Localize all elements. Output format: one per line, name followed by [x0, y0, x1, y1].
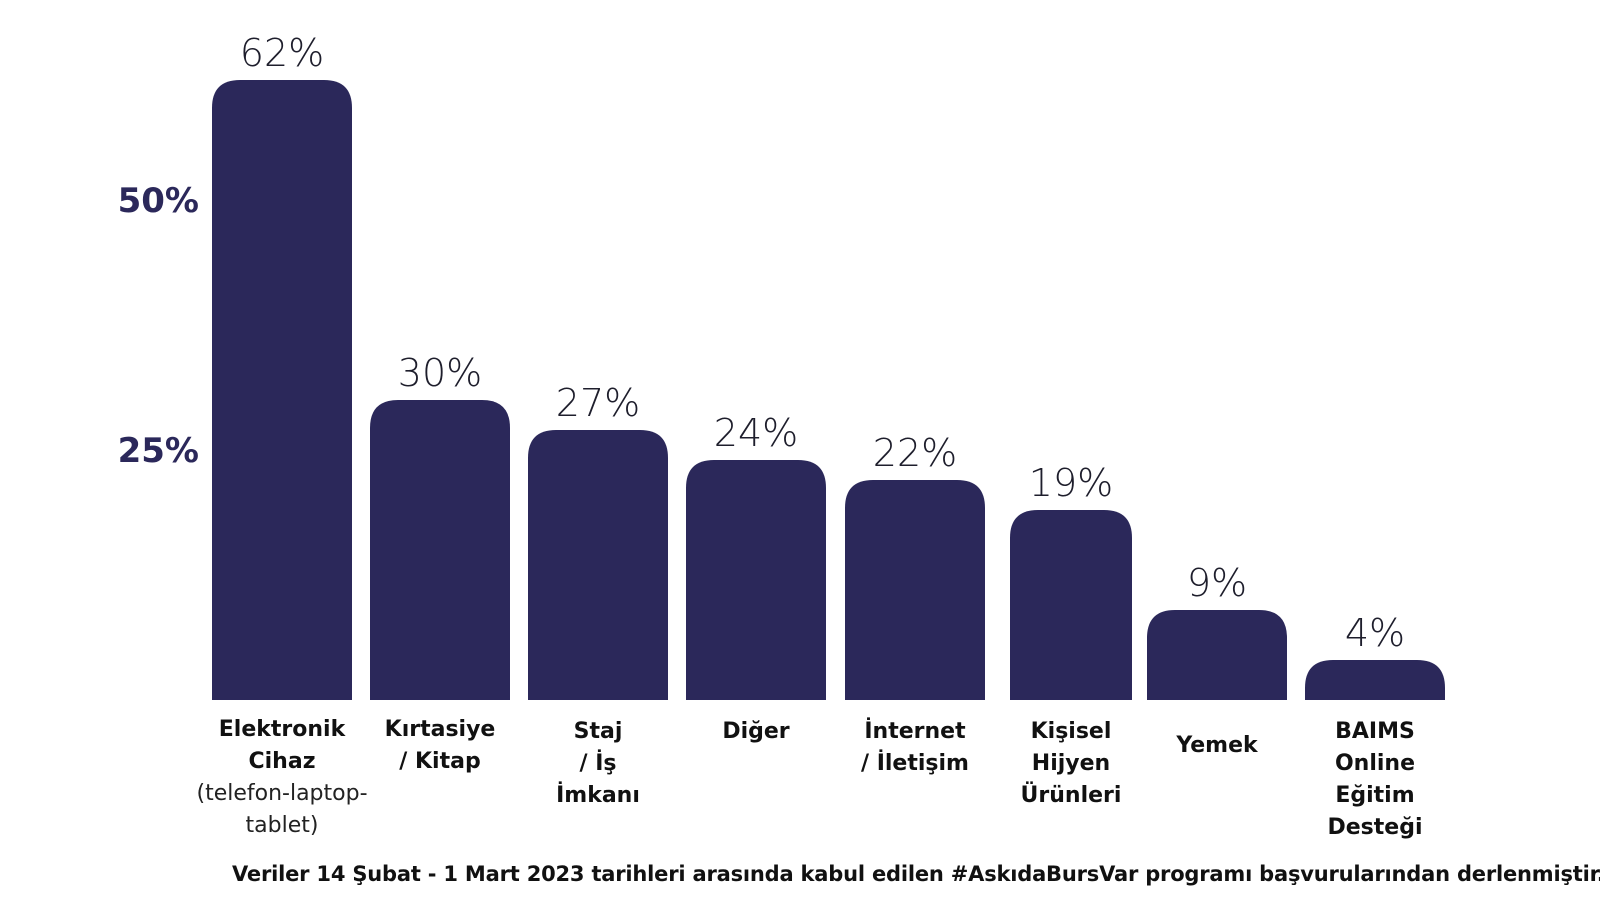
category-sublabel: (telefon-laptop- tablet)	[196, 781, 368, 838]
bar-value-label: 30%	[398, 351, 482, 395]
bar-value-label: 4%	[1345, 611, 1405, 655]
category-name: Kişisel Hijyen Ürünleri	[1020, 719, 1122, 808]
category-name: Staj / İş İmkanı	[556, 719, 640, 808]
category-label: Diğer	[661, 716, 851, 748]
category-name: İnternet / İletişim	[861, 719, 969, 776]
category-name: Kırtasiye / Kitap	[384, 717, 496, 774]
bar	[370, 400, 510, 700]
bar	[1305, 660, 1445, 700]
bar	[212, 80, 352, 700]
category-name: BAIMS Online Eğitim Desteği	[1327, 719, 1423, 840]
bar	[528, 430, 668, 700]
bar	[845, 480, 985, 700]
category-label: İnternet / İletişim	[820, 716, 1010, 780]
bar	[1147, 610, 1287, 700]
bar-value-label: 19%	[1029, 461, 1113, 505]
category-label: Staj / İş İmkanı	[503, 716, 693, 812]
bar-value-label: 9%	[1187, 561, 1247, 605]
category-label: Yemek	[1122, 730, 1312, 762]
category-name: Elektronik Cihaz	[218, 717, 346, 774]
category-label: Kırtasiye / Kitap	[345, 714, 535, 778]
category-label: BAIMS Online Eğitim Desteği	[1280, 716, 1470, 844]
bar-value-label: 27%	[556, 381, 640, 425]
category-label: Elektronik Cihaz (telefon-laptop- tablet)	[187, 714, 377, 842]
category-name: Diğer	[722, 719, 790, 744]
y-tick-label: 50%	[118, 181, 199, 221]
category-name: Yemek	[1176, 733, 1258, 758]
bar	[1010, 510, 1132, 700]
category-label: Kişisel Hijyen Ürünleri	[976, 716, 1166, 812]
bar	[686, 460, 826, 700]
y-tick-label: 25%	[118, 431, 199, 471]
bar-value-label: 24%	[714, 411, 798, 455]
bar-value-label: 62%	[240, 31, 324, 75]
bar-value-label: 22%	[873, 431, 957, 475]
chart-footnote: Veriler 14 Şubat - 1 Mart 2023 tarihleri…	[232, 862, 1600, 886]
